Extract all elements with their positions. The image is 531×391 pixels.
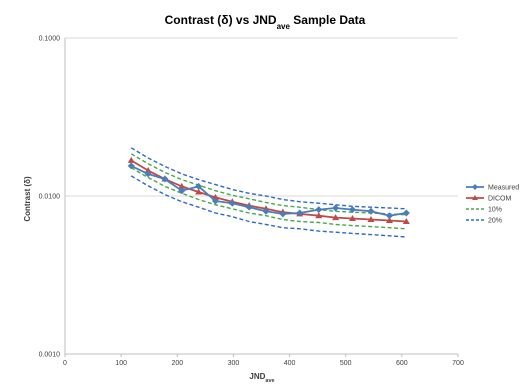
- x-tick-label: 100: [115, 360, 127, 367]
- legend-label: 20%: [488, 218, 502, 225]
- data-point: [127, 162, 135, 170]
- legend-item: DICOM: [466, 195, 512, 203]
- y-tick-label: 0.1000: [39, 36, 61, 43]
- series-line: [130, 147, 407, 210]
- data-point: [402, 217, 410, 224]
- data-point: [245, 203, 253, 211]
- chart-title-main: Contrast (δ) vs JND: [165, 13, 277, 27]
- legend-marker: [472, 195, 478, 200]
- x-tick-label: 700: [452, 360, 464, 367]
- y-axis-label: Contrast (δ): [23, 176, 32, 222]
- series-0: [127, 162, 410, 220]
- ticks-layer: 0.0010 0.0100 0.1000 0 100 200 300 400 500 600 700: [39, 36, 464, 368]
- series-line: [130, 153, 407, 216]
- legend-item: Measured: [466, 184, 519, 192]
- x-axis-label: JNDave: [249, 372, 274, 384]
- x-tick-label: 0: [63, 360, 67, 367]
- series-4: [130, 147, 407, 210]
- data-point: [178, 182, 186, 189]
- data-point: [144, 170, 152, 178]
- data-point: [211, 197, 219, 205]
- legend-marker: [472, 184, 478, 190]
- data-point: [315, 206, 323, 214]
- legend-label: 10%: [488, 207, 502, 214]
- data-point: [127, 156, 135, 163]
- chart-title-tail: Sample Data: [290, 13, 366, 27]
- data-point: [386, 212, 394, 220]
- series-5: [130, 175, 407, 238]
- x-tick-label: 400: [284, 360, 296, 367]
- data-point: [348, 206, 356, 214]
- series-layer: [127, 147, 410, 238]
- data-point: [386, 216, 394, 223]
- x-axis-label-subscript: ave: [265, 378, 274, 384]
- series-2: [130, 153, 407, 216]
- data-point: [296, 209, 304, 217]
- x-tick-label: 200: [171, 360, 183, 367]
- series-line: [130, 175, 407, 238]
- series-line: [130, 167, 407, 230]
- data-point: [279, 210, 287, 218]
- x-tick-label: 500: [340, 360, 352, 367]
- legend-label: DICOM: [488, 196, 512, 203]
- series-3: [130, 167, 407, 230]
- data-point: [367, 216, 375, 223]
- data-point: [332, 204, 340, 212]
- data-point: [348, 215, 356, 222]
- legend: Measured DICOM 10% 20%: [466, 184, 519, 225]
- data-point: [161, 175, 169, 183]
- data-point: [195, 188, 203, 195]
- x-axis-label-main: JND: [249, 372, 265, 381]
- data-point: [228, 199, 236, 207]
- data-point: [332, 214, 340, 221]
- y-tick-label: 0.0100: [39, 194, 61, 201]
- y-tick-label: 0.0010: [39, 352, 61, 359]
- data-point: [367, 207, 375, 215]
- axes-layer: [64, 38, 459, 357]
- data-point: [144, 167, 152, 174]
- chart-title-subscript: ave: [277, 22, 291, 31]
- x-tick-label: 600: [396, 360, 408, 367]
- data-point: [178, 187, 186, 195]
- legend-item: 10%: [466, 207, 502, 214]
- legend-item: 20%: [466, 218, 502, 225]
- x-tick-label: 300: [228, 360, 240, 367]
- legend-label: Measured: [488, 185, 519, 192]
- chart-title: Contrast (δ) vs JNDave Sample Data: [165, 13, 366, 31]
- data-point: [262, 207, 270, 215]
- data-point: [195, 182, 203, 190]
- data-point: [402, 209, 410, 217]
- data-point: [315, 212, 323, 219]
